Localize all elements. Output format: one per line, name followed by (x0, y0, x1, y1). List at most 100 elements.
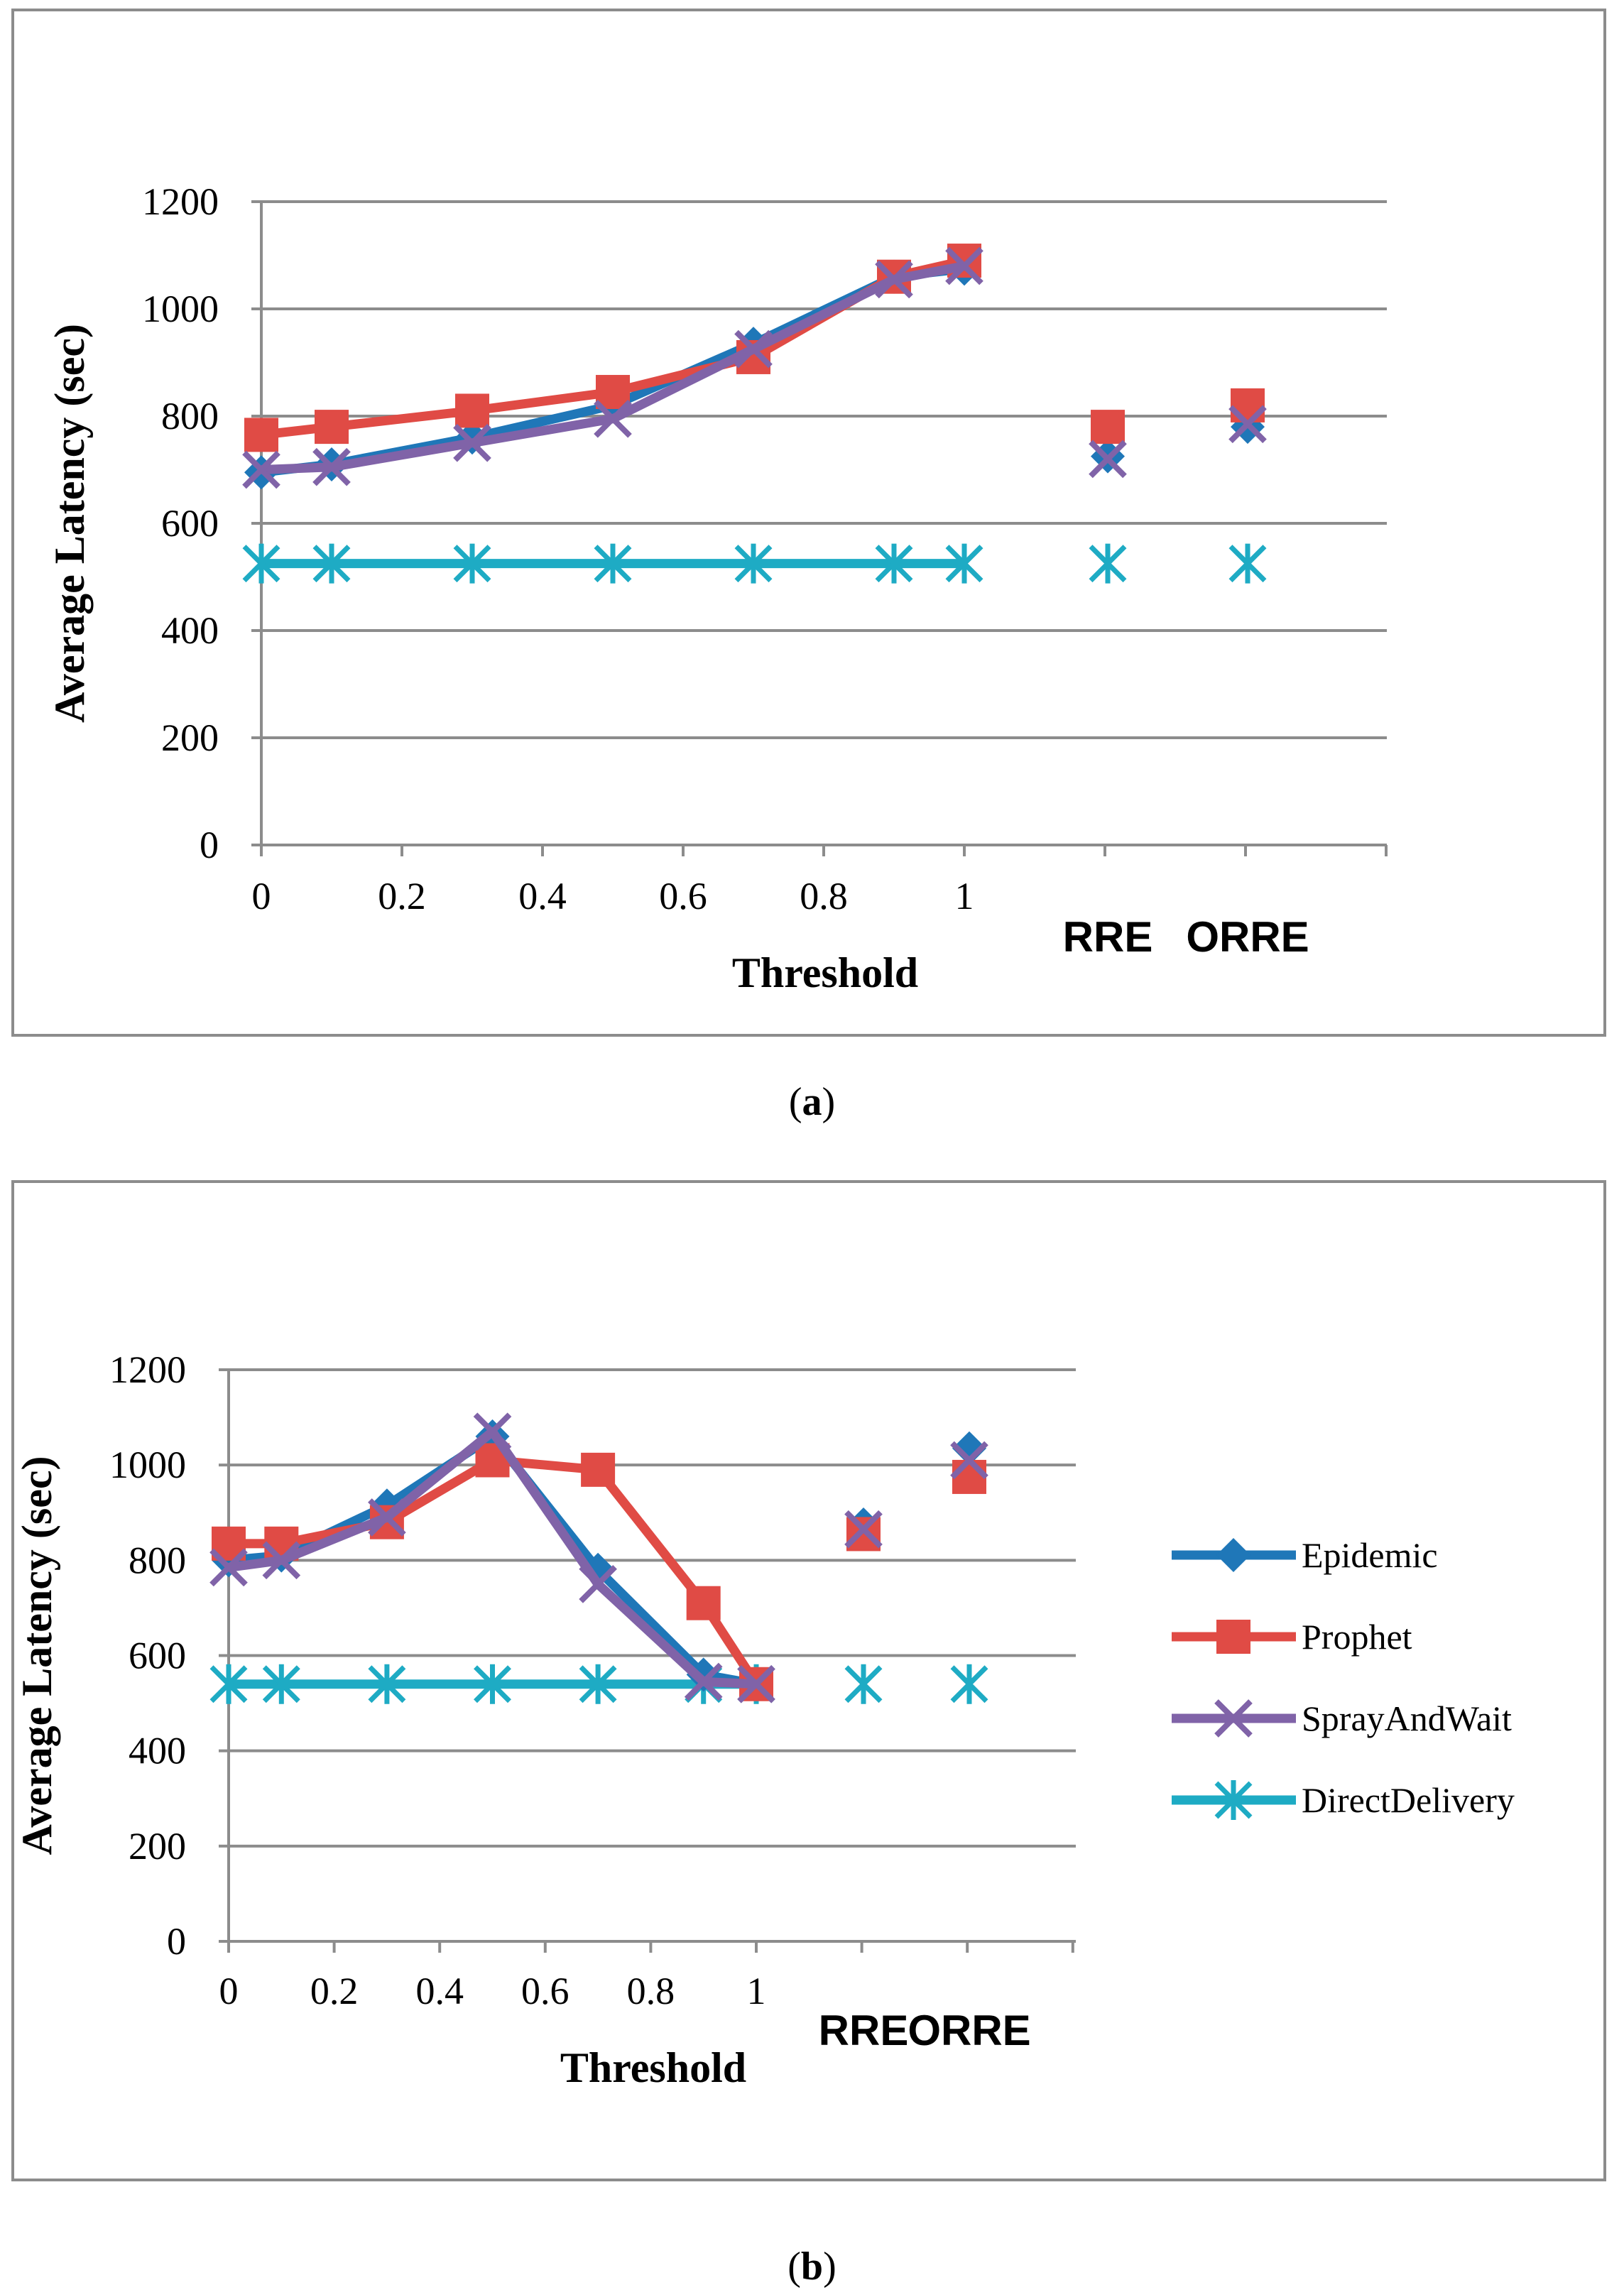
data-point (244, 418, 278, 452)
data-point (684, 1662, 723, 1701)
data-point (945, 246, 983, 285)
x-axis-label: Threshold (732, 949, 918, 996)
data-point-rre (1089, 440, 1127, 479)
data-point (473, 1412, 512, 1451)
legend-label: SprayAndWait (1302, 1699, 1512, 1738)
data-point (262, 1664, 300, 1704)
y-tick-label: 800 (161, 395, 219, 437)
caption-b: (b) (788, 2245, 836, 2289)
y-tick-label: 1000 (142, 288, 219, 330)
data-point-rre (844, 1510, 883, 1549)
series-line (261, 261, 966, 474)
data-point-rre (844, 1664, 883, 1704)
data-point (242, 543, 280, 584)
legend-item-sprayandwait: SprayAndWait (1172, 1699, 1512, 1738)
data-point (453, 543, 491, 584)
legend-label: Epidemic (1302, 1535, 1438, 1575)
data-point (875, 260, 913, 299)
y-tick-label: 1000 (109, 1444, 186, 1486)
data-point (875, 543, 913, 584)
y-tick-label: 600 (129, 1635, 186, 1677)
data-point (262, 1541, 301, 1580)
series-directdelivery (209, 1664, 988, 1704)
data-point (594, 543, 632, 584)
data-point (737, 1664, 775, 1703)
x-tick-label: 0 (252, 875, 271, 917)
data-point (453, 423, 491, 462)
legend-label: DirectDelivery (1302, 1780, 1515, 1820)
x-category-label-orre: ORRE (908, 2007, 1030, 2054)
data-point (579, 1565, 617, 1603)
y-tick-label: 200 (161, 716, 219, 759)
y-tick-label: 0 (200, 824, 219, 866)
y-tick-label: 400 (129, 1730, 186, 1772)
y-tick-label: 1200 (109, 1348, 186, 1391)
y-tick-label: 1200 (142, 180, 219, 223)
legend-marker (1214, 1780, 1253, 1820)
x-tick-label: 0.2 (378, 875, 426, 917)
legend-marker (1214, 1699, 1253, 1738)
y-tick-label: 200 (129, 1825, 186, 1868)
y-tick-label: 0 (167, 1920, 186, 1963)
data-point-orre (1231, 388, 1265, 422)
data-point (734, 543, 773, 584)
data-point (455, 393, 489, 428)
x-category-label-rre: RRE (1063, 913, 1153, 961)
data-point (474, 1664, 511, 1704)
data-point (209, 1664, 248, 1704)
data-point (368, 1498, 406, 1537)
y-axis-label: Average Latency (sec) (46, 324, 93, 723)
y-tick-label: 400 (161, 609, 219, 652)
data-point (686, 1586, 721, 1620)
legend-item-epidemic: Epidemic (1172, 1535, 1438, 1575)
data-point-orre (1228, 543, 1267, 584)
data-point-rre (1091, 410, 1125, 445)
data-point (312, 447, 351, 486)
caption-a: (a) (788, 1080, 836, 1124)
data-point-rre (1089, 543, 1127, 584)
data-point (581, 1452, 616, 1487)
data-point (209, 1548, 248, 1587)
chart-a: 0 200 400 600 800 1000 1200 0 0.2 0.4 0.6 0.8 1 RRE OR… (46, 180, 1388, 996)
legend-item-prophet: Prophet (1172, 1617, 1412, 1657)
y-tick-label: 800 (129, 1539, 186, 1581)
data-point-orre (950, 1664, 988, 1704)
legend-marker (1216, 1620, 1250, 1654)
data-point-orre (950, 1441, 988, 1480)
data-point-orre (952, 1431, 986, 1466)
data-point (579, 1664, 617, 1704)
x-category-label-orre: ORRE (1186, 913, 1309, 961)
x-tick-label: 0.8 (627, 1970, 675, 2012)
data-point (594, 399, 632, 438)
legend-marker (1216, 1538, 1250, 1572)
x-category-label-rre: RRE (819, 2007, 909, 2054)
x-tick-label: 0.6 (659, 875, 707, 917)
data-point (315, 410, 349, 445)
data-point (312, 543, 351, 584)
x-tick-label: 1 (747, 1970, 766, 2012)
data-point (596, 375, 630, 410)
data-point (945, 543, 983, 584)
x-axis-label: Threshold (560, 2044, 746, 2091)
y-tick-label: 600 (161, 502, 219, 545)
data-point-orre (952, 1459, 986, 1494)
data-point (242, 450, 280, 489)
legend-item-directdelivery: DirectDelivery (1172, 1780, 1515, 1820)
data-point-rre (846, 1517, 881, 1552)
x-tick-label: 0.6 (521, 1970, 570, 2012)
x-tick-label: 0.4 (518, 875, 567, 917)
legend: Epidemic Prophet SprayAndWait DirectDeliver… (1172, 1535, 1515, 1820)
x-tick-label: 1 (955, 875, 974, 917)
x-tick-label: 0.4 (415, 1970, 464, 2012)
series-sprayandwait (209, 1412, 988, 1703)
caption-a-label: a (802, 1080, 822, 1124)
x-tick-label: 0.8 (800, 875, 848, 917)
x-tick-label: 0 (219, 1970, 239, 2012)
data-point (734, 329, 773, 369)
data-point (368, 1664, 406, 1704)
x-tick-label: 0.2 (310, 1970, 359, 2012)
series-sprayandwait (242, 246, 1267, 489)
legend-label: Prophet (1302, 1617, 1412, 1657)
data-point-orre (1228, 405, 1267, 444)
